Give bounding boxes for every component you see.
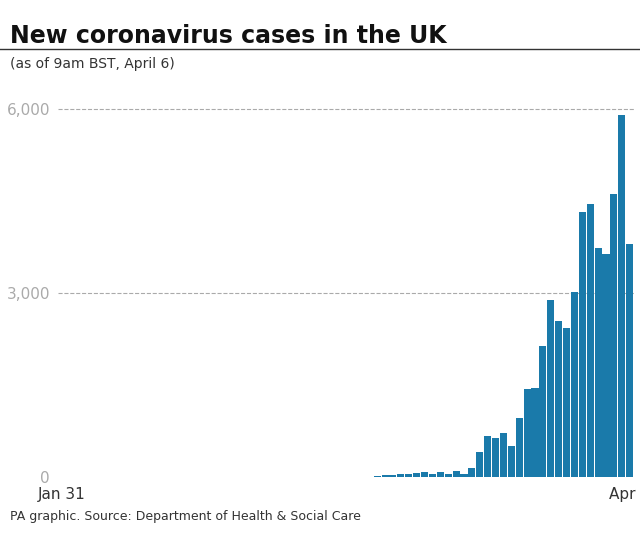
Bar [405,474,412,477]
Bar [492,438,499,477]
Bar [626,244,633,477]
Text: (as of 9am BST, April 6): (as of 9am BST, April 6) [10,57,174,71]
Bar [595,248,602,477]
Bar [374,476,381,477]
Bar [516,418,523,477]
Bar [436,472,444,477]
Bar [563,328,570,477]
Bar [579,212,586,477]
Text: New coronavirus cases in the UK: New coronavirus cases in the UK [10,24,446,49]
Bar [468,468,476,477]
Bar [476,452,483,477]
Bar [587,204,594,477]
Bar [531,388,538,477]
Bar [508,446,515,477]
Bar [389,475,397,477]
Bar [429,474,436,477]
Bar [602,254,609,477]
Bar [540,347,547,477]
Bar [555,321,562,477]
Bar [524,390,531,477]
Bar [484,436,491,477]
Bar [445,474,452,477]
Bar [611,194,618,477]
Bar [421,472,428,477]
Bar [571,292,578,477]
Bar [500,433,507,477]
Bar [413,473,420,477]
Bar [452,471,460,477]
Bar [547,300,554,477]
Bar [618,115,625,477]
Bar [381,475,388,477]
Bar [460,474,467,477]
Bar [397,474,404,477]
Text: PA graphic. Source: Department of Health & Social Care: PA graphic. Source: Department of Health… [10,510,360,523]
